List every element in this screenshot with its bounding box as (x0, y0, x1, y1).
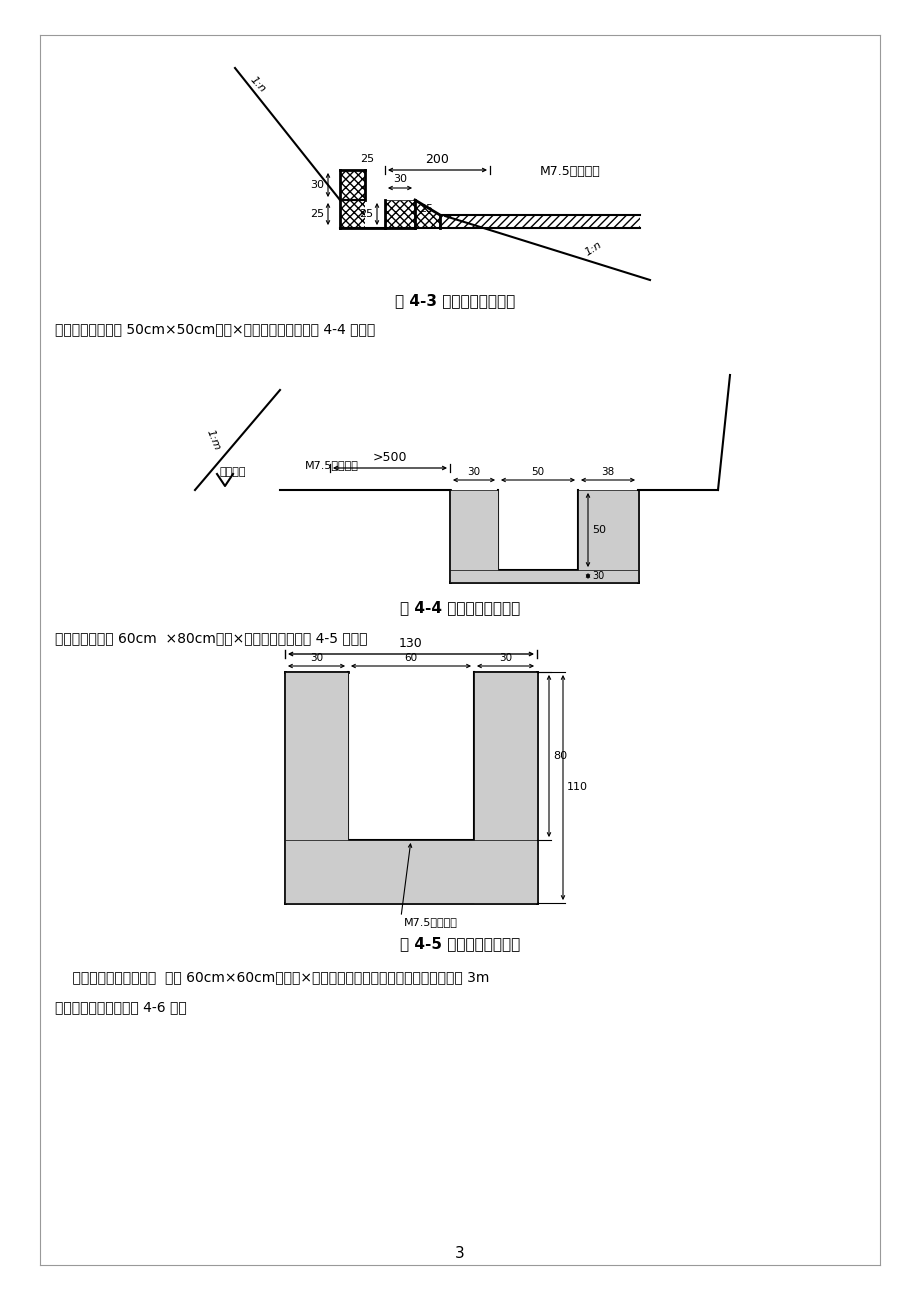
Text: 1:n: 1:n (583, 240, 603, 258)
Bar (577, 490, 637, 582)
Bar (285, 840, 537, 904)
Bar (473, 672, 537, 904)
Text: 分离式路基中间排水沟  采用 60cm×60cm（底宽×深）的梯形边沟，适用于中央分隔带大于 3m: 分离式路基中间排水沟 采用 60cm×60cm（底宽×深）的梯形边沟，适用于中央… (55, 970, 489, 984)
Text: M7.5浆砌片石: M7.5浆砌片石 (305, 460, 358, 470)
Bar (449, 570, 637, 582)
Text: 80: 80 (552, 751, 566, 760)
Text: 图 4-4 堑顶截水沟示意图: 图 4-4 堑顶截水沟示意图 (400, 600, 519, 615)
Text: 的分离式路基段，如图 4-6 示：: 的分离式路基段，如图 4-6 示： (55, 1000, 187, 1014)
Text: 30: 30 (392, 174, 406, 184)
Text: 30: 30 (498, 654, 512, 663)
Text: 25: 25 (310, 210, 323, 219)
Text: 图 4-3 平台引水沟示意图: 图 4-3 平台引水沟示意图 (394, 293, 515, 309)
Text: 50: 50 (531, 467, 544, 477)
Bar (384, 201, 414, 228)
Text: 路堤排水沟采用 60cm  ×80cm（宽×高）矩形边沟如图 4-5 所示：: 路堤排水沟采用 60cm ×80cm（宽×高）矩形边沟如图 4-5 所示： (55, 631, 367, 644)
Text: 30: 30 (467, 467, 480, 477)
Text: 1:m: 1:m (205, 428, 222, 452)
Text: 25: 25 (358, 210, 372, 219)
Text: 3: 3 (455, 1246, 464, 1262)
Text: 110: 110 (566, 783, 587, 793)
Text: 30: 30 (310, 654, 323, 663)
Text: 图 4-5 路堤排水沟示意图: 图 4-5 路堤排水沟示意图 (400, 936, 519, 950)
Text: 50: 50 (591, 525, 606, 535)
Text: 1:n: 1:n (248, 74, 267, 94)
Text: 堑顶截水沟：采用 50cm×50cm（宽×高）的矩形边沟如图 4-4 所示：: 堑顶截水沟：采用 50cm×50cm（宽×高）的矩形边沟如图 4-4 所示： (55, 322, 375, 336)
Text: 200: 200 (425, 154, 449, 165)
Bar (449, 490, 497, 582)
Text: 25: 25 (418, 204, 433, 214)
Text: 挖方路堑: 挖方路堑 (220, 467, 246, 477)
Bar (285, 672, 347, 904)
Text: >500: >500 (372, 450, 407, 464)
Text: 25: 25 (359, 154, 374, 164)
Text: 60: 60 (404, 654, 417, 663)
Text: 130: 130 (399, 637, 423, 650)
Text: M7.5浆砌片石: M7.5浆砌片石 (539, 165, 600, 178)
Bar (340, 171, 365, 228)
Text: 38: 38 (601, 467, 614, 477)
Bar (439, 215, 640, 228)
Text: M7.5浆砌片石: M7.5浆砌片石 (403, 917, 458, 927)
Text: 30: 30 (591, 572, 604, 581)
Text: 30: 30 (310, 180, 323, 190)
